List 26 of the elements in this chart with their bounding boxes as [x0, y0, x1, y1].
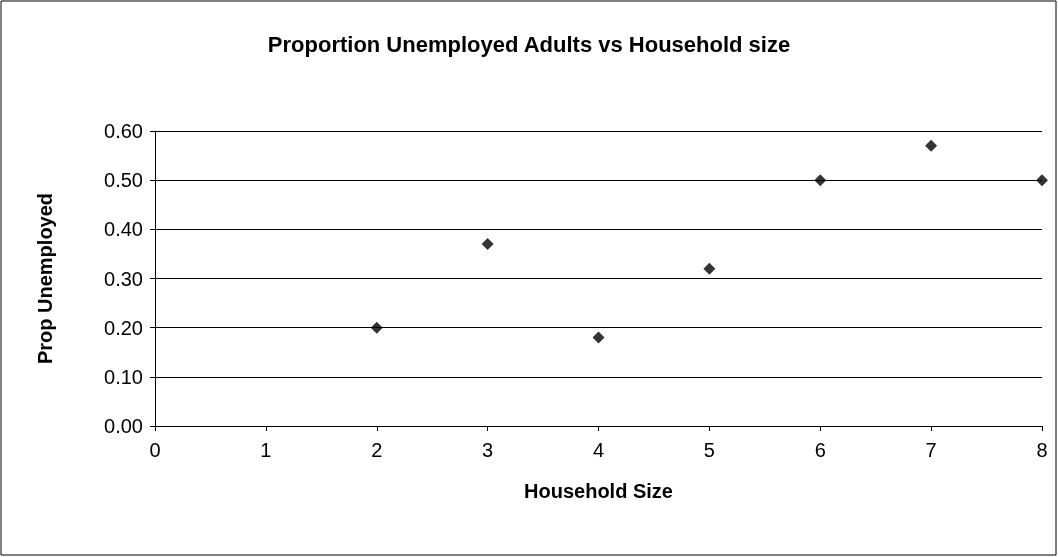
- x-tick-label: 8: [1036, 439, 1048, 461]
- point: [370, 321, 383, 334]
- x-tick-label: 0: [149, 439, 161, 461]
- y-axis-title: Prop Unemployed: [34, 192, 56, 365]
- point: [481, 238, 494, 251]
- y-tick-label: 0.40: [104, 218, 143, 241]
- x-tick-label: 3: [482, 439, 494, 461]
- x-tick-label: 4: [592, 439, 605, 461]
- y-tick-label: 0.10: [104, 365, 143, 388]
- x-tick-label: 7: [925, 439, 937, 461]
- y-tick-label: 0.00: [104, 415, 143, 437]
- y-tick-label: 0.20: [104, 316, 143, 339]
- point: [814, 174, 827, 187]
- x-tick-label: 2: [371, 439, 383, 461]
- chart-title: Proportion Unemployed Adults vs Household size: [267, 31, 791, 57]
- point: [703, 262, 716, 275]
- x-tick-label: 6: [814, 439, 826, 461]
- y-tick-label: 0.30: [104, 267, 143, 290]
- x-tick-label: 1: [260, 439, 272, 461]
- y-tick-label: 0.50: [104, 169, 143, 192]
- point: [925, 139, 938, 152]
- x-tick-label: 5: [703, 439, 715, 461]
- point: [592, 331, 605, 344]
- point: [1036, 174, 1048, 187]
- x-axis-title: Household Size: [524, 480, 673, 502]
- y-tick-label: 0.60: [104, 120, 143, 142]
